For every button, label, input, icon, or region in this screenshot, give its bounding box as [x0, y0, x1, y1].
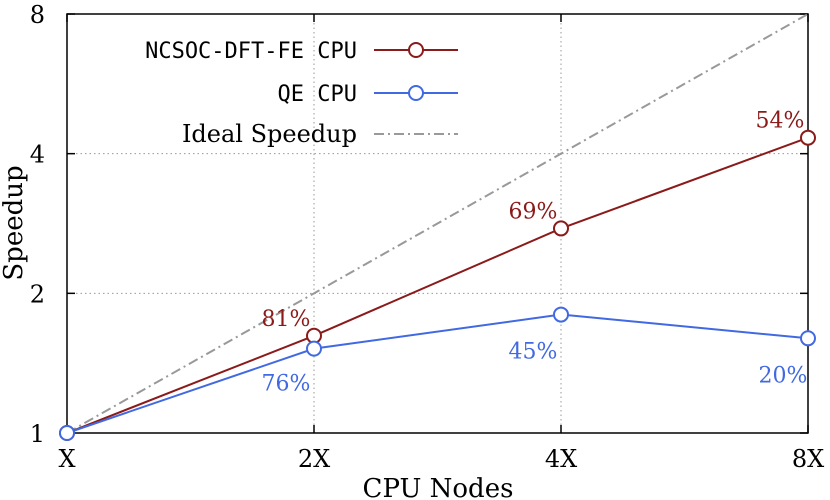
x-tick-label: 2X [298, 445, 330, 473]
series-line-ideal-speedup [66, 13, 809, 434]
series-line-0 [66, 136, 809, 434]
legend-label: NCSOC-DFT-FE CPU [145, 39, 357, 64]
data-label: 54% [756, 109, 805, 134]
plot-frame [66, 13, 809, 434]
data-point-marker [800, 129, 816, 146]
data-point-marker [59, 425, 75, 441]
data-label: 69% [509, 199, 558, 224]
x-axis-title: CPU Nodes [363, 474, 514, 500]
x-tick-label: 4X [545, 445, 577, 473]
axis-ticks: X 2X 4X 8X 1 2 4 8 [30, 1, 824, 473]
x-tick-label: 8X [792, 445, 824, 473]
data-label: 76% [262, 372, 311, 397]
data-label: 45% [509, 340, 558, 365]
y-tick-label: 4 [30, 141, 45, 169]
y-tick-label: 2 [30, 280, 45, 308]
data-point-marker [553, 220, 569, 237]
legend-marker [408, 85, 424, 101]
legend-label: Ideal Speedup [182, 120, 357, 148]
data-point-marker [553, 306, 569, 323]
y-axis-title: Speedup [0, 165, 29, 280]
y-tick-label: 8 [30, 1, 45, 29]
legend-marker [408, 42, 424, 58]
data-point-marker [306, 340, 322, 357]
data-label: 20% [759, 363, 808, 388]
legend-label: QE CPU [278, 82, 357, 107]
series-line-1 [66, 313, 809, 434]
legend: NCSOC-DFT-FE CPU QE CPU Ideal Speedup [145, 39, 458, 148]
data-label: 81% [262, 307, 311, 332]
y-tick-label: 1 [30, 420, 45, 448]
data-point-marker [800, 330, 816, 347]
x-tick-label: X [58, 445, 75, 473]
series-layer: 81% 69% 54% 76% 45% 20% [59, 13, 816, 441]
grid-lines [67, 14, 808, 433]
